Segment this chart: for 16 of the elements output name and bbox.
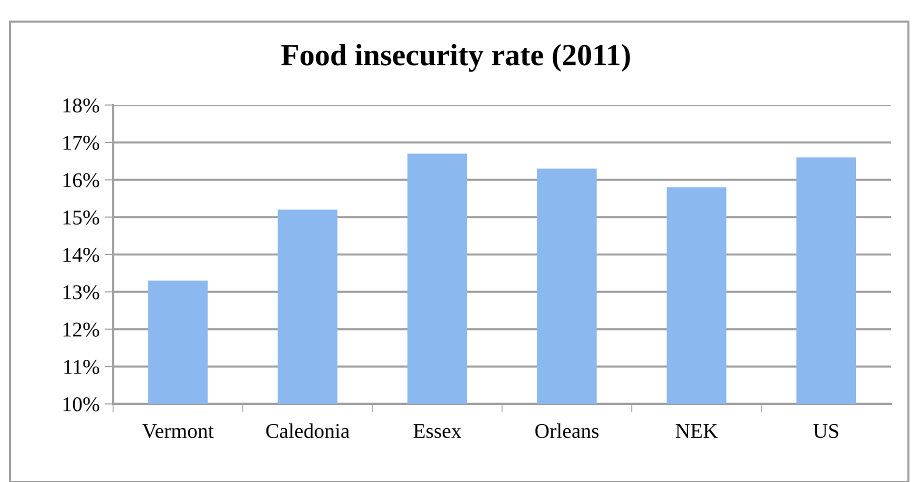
y-tick-label: 10% bbox=[64, 397, 100, 412]
x-tick-label: Essex bbox=[414, 424, 462, 438]
y-tick-label: 14% bbox=[64, 248, 100, 262]
chart-title: Food insecurity rate (2011) bbox=[281, 44, 630, 72]
x-tick-label: Orleans bbox=[535, 423, 599, 438]
y-tick-label: 17% bbox=[64, 136, 100, 150]
x-tick-label: NEK bbox=[676, 424, 718, 438]
y-tick-label: 11% bbox=[64, 360, 100, 374]
y-tick-label: 16% bbox=[64, 173, 100, 188]
y-tick-label: 18% bbox=[64, 98, 100, 113]
x-tick-label: Caledonia bbox=[266, 423, 350, 438]
y-tick-label: 15% bbox=[64, 210, 100, 225]
x-tick-label: Vermont bbox=[142, 424, 214, 438]
y-tick-label: 12% bbox=[64, 322, 100, 337]
y-tick-label: 13% bbox=[64, 285, 100, 300]
x-tick-label: US bbox=[813, 424, 838, 438]
